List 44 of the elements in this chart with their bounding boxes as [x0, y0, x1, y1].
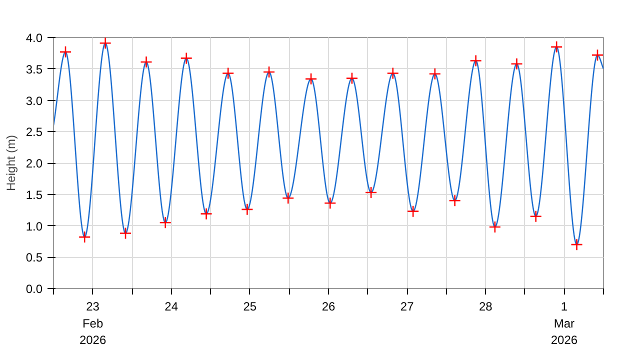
- x-tick-label: 24: [164, 300, 178, 314]
- x-tick-label: 1 Mar 2026: [550, 300, 578, 348]
- point: [570, 238, 583, 251]
- x-tick-label: 28: [478, 300, 493, 314]
- point: [241, 203, 254, 216]
- y-tick-label: 0.5: [26, 250, 43, 265]
- x-tick-label: 26: [322, 300, 336, 314]
- point: [591, 48, 604, 62]
- point: [180, 52, 193, 64]
- point: [304, 72, 318, 86]
- point: [282, 192, 294, 204]
- y-tick-label: 0.0: [26, 282, 43, 296]
- x-tick-label: 23 Feb 2026: [79, 300, 106, 348]
- x-tick-label: 27: [400, 300, 414, 314]
- point: [99, 38, 112, 50]
- point: [140, 56, 152, 68]
- point: [346, 72, 358, 84]
- y-tick-label: 2.5: [26, 125, 43, 140]
- y-tick-label: 3.5: [26, 62, 43, 76]
- point: [222, 67, 234, 80]
- point: [386, 67, 400, 80]
- point: [428, 68, 442, 80]
- point: [324, 197, 336, 210]
- point: [530, 210, 542, 222]
- point: [262, 66, 276, 78]
- x-tick-label: 25: [243, 300, 257, 314]
- point: [364, 186, 378, 199]
- y-tick-label: 1.0: [26, 219, 43, 234]
- point: [78, 230, 91, 244]
- point: [406, 205, 420, 218]
- point: [470, 54, 482, 67]
- y-tick-label: 2.0: [26, 156, 43, 170]
- point: [510, 58, 523, 70]
- point: [488, 220, 502, 234]
- point: [200, 208, 212, 220]
- point: [59, 46, 72, 58]
- point: [448, 194, 461, 207]
- point: [159, 216, 172, 229]
- y-tick-label: 4.0: [26, 31, 43, 45]
- y-tick-label: 3.0: [26, 94, 43, 108]
- y-tick-label: 1.5: [26, 188, 43, 202]
- y-axis-title: Height (m): [4, 134, 18, 192]
- point: [550, 40, 563, 54]
- point: [119, 227, 132, 240]
